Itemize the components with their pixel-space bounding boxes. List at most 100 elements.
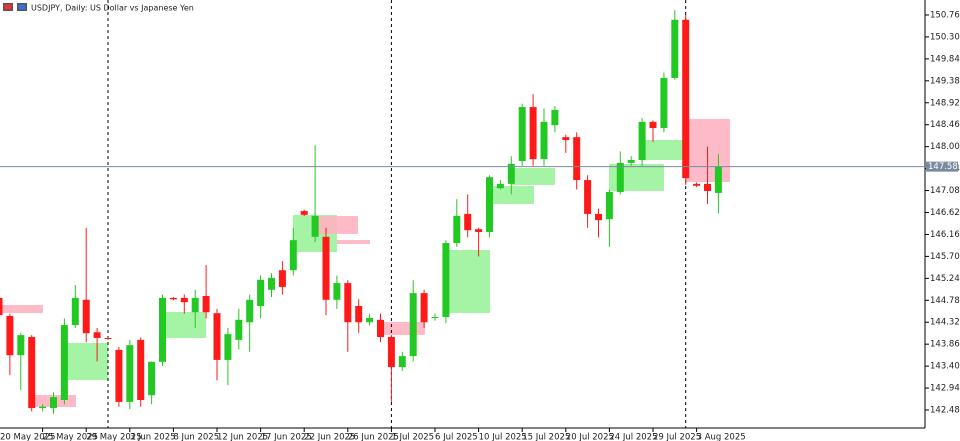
candle-body <box>39 406 47 409</box>
zone <box>162 312 206 338</box>
y-tick-label: 142.480 <box>930 406 960 416</box>
y-tick-label: 149.840 <box>930 54 960 64</box>
candle-body <box>464 213 472 231</box>
candle-body <box>409 293 417 357</box>
candle-body <box>246 299 254 323</box>
plot <box>0 10 722 414</box>
candle-body <box>595 213 602 221</box>
icon <box>18 4 26 10</box>
candle-body <box>50 397 57 409</box>
candle-body <box>616 162 624 192</box>
candle-body <box>442 243 450 317</box>
candle-body <box>344 283 352 323</box>
candle-body <box>17 335 25 356</box>
x-tick-label: 1 Jul 2025 <box>391 433 434 441</box>
candle-body <box>398 356 406 368</box>
candle-body <box>638 121 646 161</box>
candle-body <box>289 240 297 271</box>
x-tick-label: 12 Jun 2025 <box>217 433 268 441</box>
candle-body <box>453 215 461 244</box>
zone <box>382 322 425 335</box>
candle-body <box>159 297 166 362</box>
y-tick-label: 145.700 <box>930 252 960 262</box>
candle-body <box>551 109 559 126</box>
candle-body <box>278 270 286 287</box>
y-tick-label: 146.620 <box>930 208 960 218</box>
candle-body <box>93 332 101 338</box>
candle-body <box>431 316 439 318</box>
y-tick-label: 144.320 <box>930 318 960 328</box>
candle-body <box>671 19 679 78</box>
candle-body <box>355 306 363 323</box>
candle-body <box>6 316 14 356</box>
candle-body <box>507 163 515 184</box>
candle-body <box>235 319 243 340</box>
x-tick-label: 26 Jun 2025 <box>348 433 399 441</box>
y-tick-label: 148.460 <box>930 120 960 130</box>
zone <box>491 186 534 204</box>
candle-body <box>693 183 701 186</box>
candle-body <box>148 361 156 396</box>
x-tick-label: 29 Jul 2025 <box>653 433 701 441</box>
x-tick-label: 6 Jul 2025 <box>435 433 478 441</box>
toolbar <box>3 3 27 11</box>
candle-body <box>60 325 68 400</box>
x-tick-label: 22 Jun 2025 <box>304 433 355 441</box>
candle-body <box>387 337 395 368</box>
zone <box>512 168 555 185</box>
x-tick-label: 20 Jul 2025 <box>566 433 614 441</box>
zone <box>0 305 43 313</box>
y-tick-label: 147.080 <box>930 186 960 196</box>
candle-body <box>377 319 384 338</box>
zone <box>447 250 490 313</box>
candle-body <box>322 236 330 300</box>
candle-body <box>475 229 483 233</box>
zone <box>65 343 108 380</box>
candle-body <box>0 297 3 316</box>
x-tick-label: 20 May 2025 <box>0 433 55 441</box>
candle-body <box>213 313 221 360</box>
candle-body <box>191 297 199 313</box>
candle-body <box>333 283 341 300</box>
current-price-box <box>926 161 958 172</box>
x-tick-label: 10 Jul 2025 <box>479 433 527 441</box>
candle-body <box>202 295 210 313</box>
candle-body <box>28 337 36 409</box>
zone <box>642 140 686 160</box>
y-tick-label: 144.780 <box>930 296 960 306</box>
candle-body <box>420 293 428 323</box>
candle-body <box>627 160 635 163</box>
x-tick-label: 3 Aug 2025 <box>697 433 746 441</box>
candle-body <box>268 277 275 290</box>
y-tick-label: 150.300 <box>930 32 960 42</box>
candle-body <box>224 334 232 360</box>
candle-body <box>682 19 690 179</box>
candle-body <box>649 121 657 129</box>
candle-body <box>562 137 570 140</box>
y-tick-label: 143.860 <box>930 340 960 350</box>
candle-body <box>257 279 265 307</box>
x-tick-label: 15 Jul 2025 <box>522 433 570 441</box>
candle-body <box>660 77 668 129</box>
y-tick-label: 148.000 <box>930 142 960 152</box>
y-tick-label: 149.380 <box>930 76 960 86</box>
y-tick-label: 143.400 <box>930 362 960 372</box>
candle-body <box>496 183 504 189</box>
x-tick-label: 3 Jun 2025 <box>130 433 176 441</box>
candle-body <box>518 107 526 161</box>
zone <box>316 216 358 234</box>
x-tick-label: 8 Jun 2025 <box>173 433 219 441</box>
current-price-label: 147.581 <box>928 162 960 172</box>
icon <box>4 4 12 10</box>
y-tick-label: 146.160 <box>930 230 960 240</box>
candle-body <box>573 137 581 181</box>
candle-body <box>366 317 374 323</box>
candle-body <box>126 345 134 402</box>
candle-body <box>714 166 722 193</box>
candle-body <box>529 107 537 160</box>
candle-body <box>71 297 79 326</box>
y-tick-label: 145.240 <box>930 274 960 284</box>
